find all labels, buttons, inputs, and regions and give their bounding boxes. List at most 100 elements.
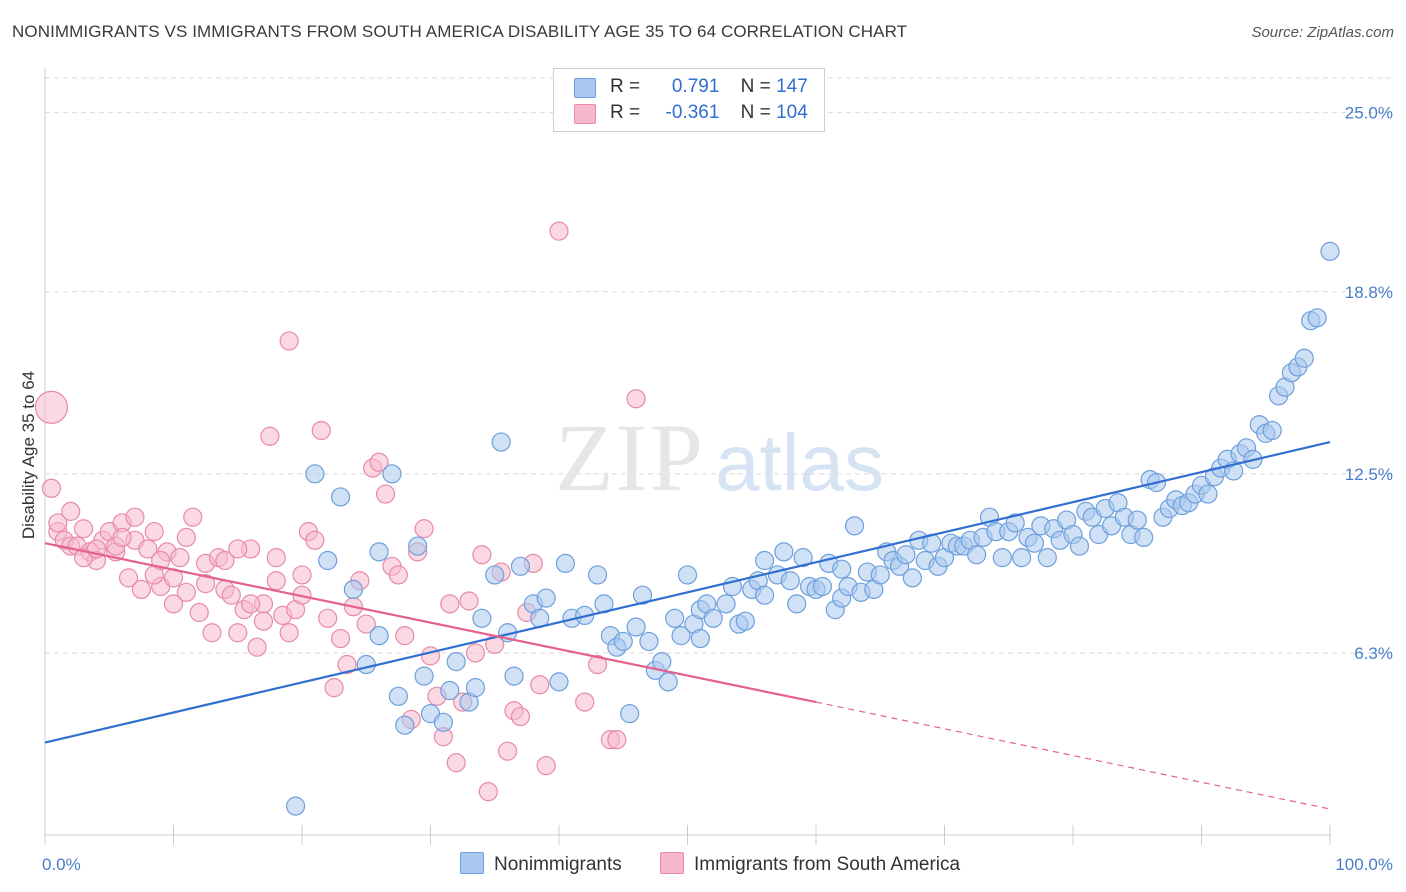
nonimmigrants-point: [433, 712, 453, 732]
axes: [44, 68, 1331, 845]
immigrants-point: [125, 507, 145, 527]
nonimmigrants-point: [485, 565, 505, 585]
immigrants-point: [279, 331, 299, 351]
immigrants-point: [138, 539, 158, 559]
correlation-legend: R = 0.791 N = 147 R = -0.361 N = 104: [553, 68, 825, 132]
nonimmigrants-trendline: [44, 440, 1331, 744]
nonimmigrants-point: [639, 631, 659, 652]
immigrants-point: [498, 741, 518, 761]
nonimmigrants-point: [812, 576, 833, 597]
nonimmigrants-point: [549, 672, 569, 692]
immigrants-point: [144, 522, 164, 542]
nonimmigrants-point: [356, 654, 376, 675]
y-tick-label: 18.8%: [1345, 283, 1393, 302]
immigrants-point: [202, 623, 222, 643]
nonimmigrants-point: [780, 571, 800, 591]
immigrants-point: [221, 585, 241, 605]
immigrants-point: [465, 643, 486, 663]
immigrants-point: [196, 574, 216, 594]
immigrants-point: [369, 452, 389, 472]
legend-r-label: R =: [610, 76, 641, 97]
nonimmigrants-point: [1262, 420, 1282, 441]
immigrants-point: [337, 654, 357, 675]
nonimmigrants-point: [504, 666, 524, 686]
nonimmigrants-point: [440, 680, 460, 701]
y-tick-label: 25.0%: [1345, 104, 1393, 123]
nonimmigrants-point: [1005, 513, 1025, 533]
source-credit: Source: ZipAtlas.com: [1251, 24, 1394, 41]
nonimmigrants-point: [465, 678, 486, 698]
nonimmigrants-point: [414, 666, 434, 686]
immigrants-point: [395, 626, 415, 646]
nonimmigrants-point: [491, 432, 511, 452]
nonimmigrants-point: [754, 550, 775, 571]
immigrants-point: [279, 623, 299, 643]
nonimmigrants-point: [1134, 527, 1154, 548]
nonimmigrants-point: [658, 672, 678, 692]
legend-r-value: 0.791: [671, 76, 720, 97]
immigrants-point: [626, 389, 646, 409]
immigrants-point: [73, 519, 94, 539]
nonimmigrants-point: [896, 545, 916, 565]
y-tick-label: 6.3%: [1354, 644, 1393, 663]
immigrants-point: [311, 420, 331, 441]
nonimmigrants-point: [1294, 348, 1314, 368]
immigrants-point: [587, 654, 608, 675]
nonimmigrants-point: [369, 626, 389, 646]
nonimmigrants-point: [395, 715, 415, 735]
nonimmigrants-point: [305, 464, 325, 484]
watermark-zip: ZIP: [555, 404, 705, 511]
immigrants-point: [253, 611, 274, 631]
legend-label: Nonimmigrants: [494, 854, 622, 875]
x-tick-label: 100.0%: [1335, 855, 1393, 874]
nonimmigrants-point: [992, 548, 1012, 568]
immigrants-point: [414, 519, 434, 539]
nonimmigrants-point: [870, 565, 890, 585]
nonimmigrants-point: [369, 542, 389, 562]
legend-r-value: -0.361: [665, 102, 720, 123]
immigrants-point: [388, 565, 408, 585]
immigrants-point: [305, 530, 325, 550]
nonimmigrants-point: [787, 594, 807, 614]
nonimmigrants-point: [318, 550, 338, 571]
nonimmigrants-point: [774, 542, 794, 562]
immigrants-point: [536, 756, 556, 776]
nonimmigrants-point: [472, 608, 492, 628]
grid-lines: [45, 77, 1395, 654]
nonimmigrants-point: [1011, 548, 1032, 568]
nonimmigrants-point: [902, 568, 922, 588]
nonimmigrants-point: [408, 536, 428, 556]
nonimmigrants-points: [285, 241, 1340, 816]
nonimmigrants-point: [1198, 484, 1218, 504]
y-axis-label: Disability Age 35 to 64: [19, 371, 38, 539]
immigrants-point: [607, 730, 627, 750]
immigrants-point: [292, 565, 312, 585]
immigrants-point: [112, 527, 132, 548]
nonimmigrants-point: [382, 464, 402, 484]
nonimmigrants-point: [555, 553, 576, 574]
immigrants-point: [575, 692, 595, 712]
nonimmigrants-point: [671, 626, 691, 646]
nonimmigrants-point: [510, 556, 531, 576]
immigrants-point: [478, 782, 498, 802]
nonimmigrants-point: [536, 588, 556, 608]
legend-swatch-pink: [574, 104, 596, 124]
immigrants-point: [266, 548, 286, 568]
nonimmigrants-point: [388, 686, 408, 706]
immigrants-point: [118, 568, 139, 588]
immigrants-point: [510, 706, 531, 727]
immigrants-point: [324, 678, 344, 698]
immigrants-points: [34, 221, 646, 802]
legend-swatch-blue: [460, 852, 484, 874]
nonimmigrants-point: [754, 585, 775, 605]
nonimmigrants-point: [716, 594, 736, 614]
immigrants-point: [176, 582, 196, 602]
x-tick-labels: 0.0% 100.0%: [42, 855, 1393, 874]
immigrants-point: [170, 548, 190, 568]
immigrants-point: [228, 539, 248, 559]
nonimmigrants-point: [613, 631, 633, 652]
y-tick-labels: 6.3% 12.5% 18.8% 25.0%: [1345, 104, 1393, 663]
immigrants-point: [176, 527, 196, 548]
nonimmigrants-point: [626, 617, 646, 637]
